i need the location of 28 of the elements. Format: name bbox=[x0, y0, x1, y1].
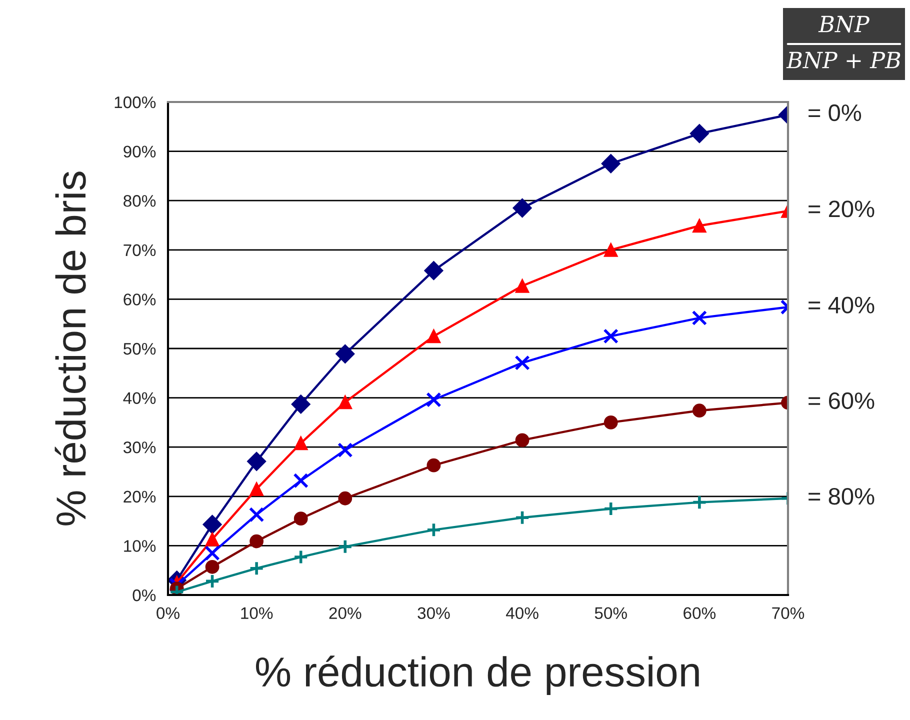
text: BNP + PB bbox=[786, 52, 900, 68]
y-tick-label: 60% bbox=[124, 294, 156, 306]
series-label: = 0% bbox=[808, 104, 862, 122]
text: BNP bbox=[818, 16, 870, 32]
x-tick-label: 70% bbox=[772, 607, 804, 620]
y-tick-label: 50% bbox=[124, 342, 156, 355]
y-tick-label: 20% bbox=[124, 490, 156, 503]
series-label: = 40% bbox=[808, 296, 874, 314]
x-tick-label: 0% bbox=[156, 607, 180, 620]
series-label: = 60% bbox=[808, 392, 874, 410]
x-tick-label: 50% bbox=[594, 607, 627, 620]
x-tick-label: 20% bbox=[329, 607, 362, 620]
series-label: = 20% bbox=[808, 200, 874, 218]
x-tick-label: 60% bbox=[684, 607, 716, 620]
series-label: = 80% bbox=[808, 488, 874, 505]
x-tick-label: 30% bbox=[418, 607, 450, 620]
x-axis-title: % réduction de pression bbox=[256, 656, 699, 696]
y-tick-label: 70% bbox=[124, 244, 156, 256]
y-tick-label: 40% bbox=[123, 392, 156, 404]
y-tick-label: 30% bbox=[123, 442, 156, 454]
y-axis-title: % réduction de bris bbox=[54, 172, 86, 526]
x-tick-label: 10% bbox=[241, 607, 273, 620]
y-tick-label: 80% bbox=[124, 195, 156, 207]
y-tick-label: 90% bbox=[124, 146, 156, 158]
y-tick-label: 10% bbox=[124, 540, 156, 552]
y-tick-label: 0% bbox=[132, 589, 156, 602]
x-tick-label: 40% bbox=[506, 607, 538, 620]
y-tick-label: 100% bbox=[114, 96, 156, 108]
